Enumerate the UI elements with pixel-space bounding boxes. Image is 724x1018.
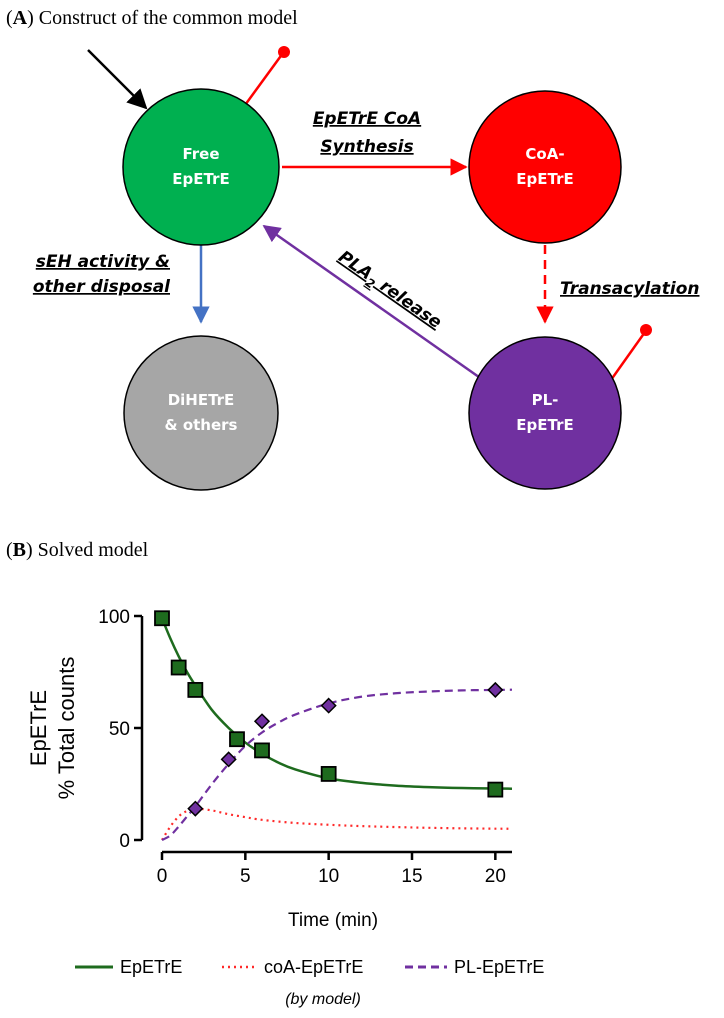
seh-label-line2: other disposal (33, 277, 171, 297)
x-tick-label: 0 (157, 866, 168, 887)
node-free-line2: EpETrE (172, 170, 229, 188)
data-point-pl-epetre (220, 751, 237, 768)
input-arrow (87, 49, 148, 110)
node-free: Free EpETrE (122, 88, 280, 246)
legend-note: (by model) (285, 991, 361, 1008)
node-coa-line1: CoA- (525, 145, 564, 163)
data-point-epetre (487, 781, 504, 798)
node-pl-line2: EpETrE (516, 416, 573, 434)
node-pl-line1: PL- (532, 391, 559, 409)
panel-a-title: (A) Construct of the common model (6, 7, 298, 29)
node-free-line1: Free (182, 145, 219, 163)
y-axis-label-line1: EpETrE (26, 690, 51, 766)
series-line-epetre (160, 617, 513, 790)
node-coa-line2: EpETrE (516, 170, 573, 188)
chart-markers (154, 610, 504, 817)
y-axis-label: EpETrE % Total counts (26, 657, 79, 800)
node-free-circle (122, 88, 280, 246)
panel-a-title-text: ) Construct of the common model (27, 7, 298, 29)
series-line-pl-epetre (161, 688, 513, 841)
x-tick-label: 5 (240, 866, 251, 887)
node-dihetre: DiHETrE & others (123, 335, 279, 491)
y-axis-label-line2: % Total counts (54, 657, 79, 800)
pl-elimination-dot (640, 324, 652, 336)
node-coa: CoA- EpETrE (468, 90, 622, 244)
data-point-epetre (229, 731, 245, 748)
data-point-pl-epetre (253, 713, 271, 730)
data-point-epetre (187, 682, 204, 698)
legend-label-coa: coA-EpETrE (264, 957, 363, 977)
panel-b-letter: B (13, 539, 26, 561)
node-pl-circle (468, 336, 622, 490)
pla2-arrow (262, 224, 487, 384)
node-pl: PL- EpETrE (468, 336, 622, 490)
free-elimination-dot (278, 46, 290, 58)
data-point-epetre (320, 766, 337, 782)
y-tick-label: 50 (109, 719, 130, 740)
synthesis-label-line1: EpETrE CoA (313, 109, 421, 129)
chart-axes: 0 5 10 15 20 0 50 100 (98, 607, 512, 887)
panel-b-title: (B) Solved model (6, 539, 149, 561)
x-tick-label: 10 (318, 866, 339, 887)
free-elimination-line (238, 52, 285, 113)
pla2-label: PLA2 release (333, 247, 445, 335)
series-line-coa-epetre (161, 807, 513, 841)
transacylation-label: Transacylation (560, 279, 699, 299)
x-tick-label: 20 (485, 866, 506, 887)
node-coa-circle (468, 90, 622, 244)
x-tick-label: 15 (401, 866, 422, 887)
data-point-pl-epetre (187, 800, 204, 817)
chart-lines (160, 617, 513, 841)
data-point-epetre (170, 659, 187, 676)
y-tick-label: 100 (98, 607, 130, 628)
node-dihetre-line1: DiHETrE (168, 391, 235, 409)
y-tick-label: 0 (119, 831, 130, 852)
chart: 0 5 10 15 20 0 50 100 Time (min) EpETrE % Total… (26, 607, 513, 931)
panel-b-title-text: ) Solved model (26, 539, 149, 561)
legend-label-pl: PL-EpETrE (454, 957, 544, 977)
node-dihetre-line2: & others (165, 416, 238, 434)
seh-label-line1: sEH activity & (36, 252, 170, 272)
legend: EpETrE coA-EpETrE PL-EpETrE (by model) (75, 957, 544, 1008)
data-point-pl-epetre (487, 681, 504, 698)
panel-a-letter: A (13, 7, 28, 29)
data-point-epetre (154, 610, 170, 627)
data-point-epetre (254, 742, 270, 759)
node-dihetre-circle (123, 335, 279, 491)
x-axis-label: Time (min) (288, 910, 378, 931)
legend-label-epetre: EpETrE (120, 957, 182, 977)
data-point-pl-epetre (320, 697, 337, 714)
synthesis-label-line2: Synthesis (320, 137, 413, 157)
